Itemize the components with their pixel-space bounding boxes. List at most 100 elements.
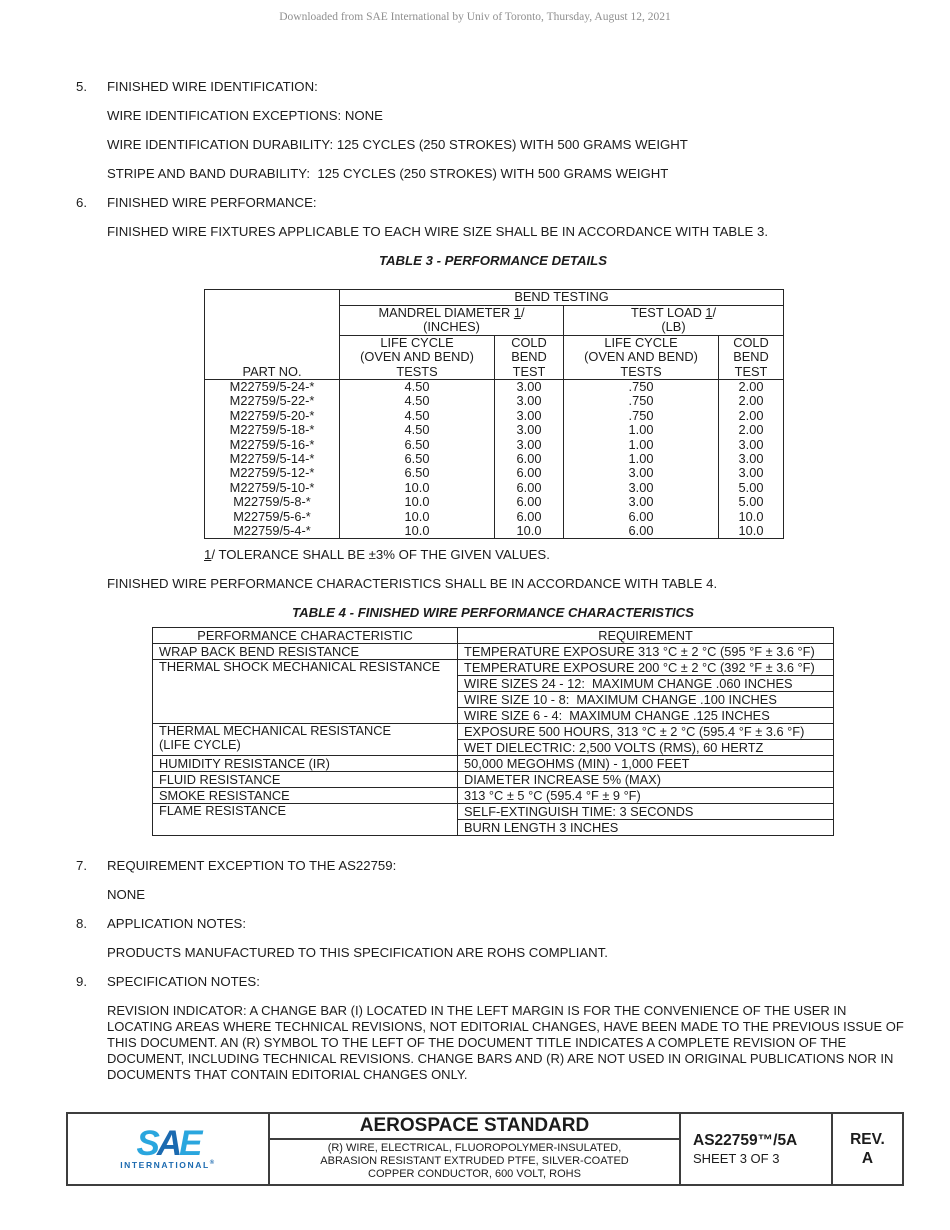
section-heading: FINISHED WIRE PERFORMANCE: — [107, 195, 317, 210]
cell: 2.00 — [718, 408, 784, 424]
table-row: LIFE CYCLE (OVEN AND BEND) TESTS COLD BE… — [205, 334, 784, 380]
cell: 3.00 — [494, 422, 564, 438]
paragraph: WIRE IDENTIFICATION EXCEPTIONS: NONE — [107, 108, 383, 123]
life-cycle-header-cell: LIFE CYCLE (OVEN AND BEND) TESTS — [563, 334, 719, 380]
revision-label: REV. — [850, 1131, 885, 1149]
cell: 3.00 — [494, 437, 564, 453]
table3-performance-details: PART NO. BEND TESTING MANDREL DIAMETER 1/… — [204, 289, 784, 540]
cell: WIRE SIZE 10 - 8: MAXIMUM CHANGE .100 IN… — [457, 691, 834, 709]
table-row: M22759/5-24-* 4.50 3.00.750 2.00 — [204, 379, 784, 395]
table-row: WRAP BACK BEND RESISTANCE TEMPERATURE EXP… — [152, 643, 834, 661]
table3-tolerance-note: 1/ TOLERANCE SHALL BE ±3% OF THE GIVEN V… — [204, 547, 550, 563]
table-row: M22759/5-20-* 4.50 3.00.750 2.00 — [204, 408, 784, 424]
cell: 10.0 — [339, 523, 495, 540]
cell: THERMAL SHOCK MECHANICAL RESISTANCE — [152, 659, 458, 725]
cell: 1.00 — [563, 451, 719, 467]
cell: WET DIELECTRIC: 2,500 VOLTS (RMS), 60 HE… — [457, 739, 834, 757]
cell: 6.00 — [494, 480, 564, 496]
cell: FLAME RESISTANCE — [152, 803, 458, 837]
section-9-heading-row: 9. SPECIFICATION NOTES: — [76, 974, 950, 1003]
table-row: FLUID RESISTANCE DIAMETER INCREASE 5% (MA… — [152, 771, 834, 789]
cell: 3.00 — [718, 451, 784, 467]
section-heading: REQUIREMENT EXCEPTION TO THE AS22759: — [107, 858, 397, 874]
download-watermark: Downloaded from SAE International by Uni… — [279, 11, 671, 23]
cell: WIRE SIZES 24 - 12: MAXIMUM CHANGE .060 … — [457, 675, 834, 693]
table4-performance-characteristics: PERFORMANCE CHARACTERISTIC REQUIREMENT WR… — [152, 627, 834, 837]
table-row: M22759/5-10-* 10.0 6.00 3.00 5.00 — [204, 480, 784, 496]
cell: 6.00 — [563, 509, 719, 525]
cell: TEMPERATURE EXPOSURE 313 °C ± 2 °C (595 … — [457, 643, 834, 661]
bend-testing-header-cell: BEND TESTING — [339, 289, 784, 306]
cell: M22759/5-14-* — [204, 451, 340, 467]
table-row: THERMAL MECHANICAL RESISTANCE (LIFE CYCL… — [152, 723, 834, 757]
section-8-heading-row: 8. APPLICATION NOTES: — [76, 916, 950, 945]
cell: M22759/5-24-* — [204, 379, 340, 395]
cell: .750 — [563, 408, 719, 424]
paragraph: PRODUCTS MANUFACTURED TO THIS SPECIFICAT… — [107, 945, 608, 961]
table-row: BURN LENGTH 3 INCHES — [153, 819, 834, 837]
cell: 4.50 — [339, 422, 495, 438]
cell: 5.00 — [718, 494, 784, 510]
cell: 10.0 — [718, 523, 784, 540]
cell: M22759/5-6-* — [204, 509, 340, 525]
cell: M22759/5-4-* — [204, 523, 340, 540]
document-number: AS22759™/5A — [693, 1132, 798, 1150]
cell: 6.00 — [563, 523, 719, 540]
revision-cell: REV. A — [833, 1114, 902, 1184]
table-row: PERFORMANCE CHARACTERISTIC REQUIREMENT — [152, 627, 834, 645]
cell: 4.50 — [339, 379, 495, 395]
cell: 6.50 — [339, 466, 495, 481]
cell: 4.50 — [339, 393, 495, 409]
standard-title-cell: AEROSPACE STANDARD (R) WIRE, ELECTRICAL,… — [270, 1114, 681, 1185]
aerospace-standard-title: AEROSPACE STANDARD — [270, 1114, 679, 1141]
cell: WRAP BACK BEND RESISTANCE — [152, 643, 458, 661]
cell: 50,000 MEGOHMS (MIN) - 1,000 FEET — [457, 755, 834, 773]
table-row: MANDREL DIAMETER 1/(INCHES) TEST LOAD 1/(… — [205, 304, 784, 336]
sae-logo: SAE INTERNATIONAL® — [68, 1114, 270, 1185]
sae-international-label: INTERNATIONAL® — [120, 1159, 216, 1170]
cell: 3.00 — [563, 480, 719, 496]
sheet-number: SHEET 3 OF 3 — [693, 1151, 780, 1167]
document-number-cell: AS22759™/5A SHEET 3 OF 3 — [681, 1114, 833, 1185]
table-row: THERMAL SHOCK MECHANICAL RESISTANCE TEMPE… — [152, 659, 834, 725]
cell: 10.0 — [339, 509, 495, 525]
standard-subtitle: (R) WIRE, ELECTRICAL, FLUOROPOLYMER-INSU… — [320, 1142, 629, 1181]
table4-body: PERFORMANCE CHARACTERISTIC REQUIREMENT WR… — [152, 627, 834, 837]
cell: 3.00 — [718, 437, 784, 453]
cell: M22759/5-8-* — [204, 494, 340, 510]
section-heading: APPLICATION NOTES: — [107, 916, 246, 932]
section-number: 6. — [76, 195, 87, 210]
table-row: FLAME RESISTANCE SELF-EXTINGUISH TIME: 3 … — [152, 803, 834, 837]
life-cycle-header-cell: LIFE CYCLE (OVEN AND BEND) TESTS — [339, 334, 495, 380]
title-block: SAE INTERNATIONAL® AEROSPACE STANDARD (R… — [66, 1112, 904, 1187]
table-row: WIRE SIZE 10 - 8: MAXIMUM CHANGE .100 IN… — [153, 691, 834, 709]
section-number: 8. — [76, 916, 87, 932]
cell: 6.00 — [494, 451, 564, 467]
requirement-header-cell: REQUIREMENT — [457, 627, 834, 645]
paragraph: FINISHED WIRE PERFORMANCE CHARACTERISTIC… — [107, 576, 718, 592]
cell: 3.00 — [563, 494, 719, 510]
cell: M22759/5-12-* — [204, 466, 340, 481]
cell: M22759/5-20-* — [204, 408, 340, 424]
table-row: HUMIDITY RESISTANCE (IR) 50,000 MEGOHMS (… — [152, 755, 834, 773]
cell: 4.50 — [339, 408, 495, 424]
cell: 2.00 — [718, 379, 784, 395]
cold-bend-header-cell: COLD BEND TEST — [718, 334, 784, 380]
test-load-header-cell: TEST LOAD 1/(LB) — [563, 304, 784, 336]
cell: SMOKE RESISTANCE — [152, 787, 458, 805]
cell: DIAMETER INCREASE 5% (MAX) — [457, 771, 834, 789]
cell: 3.00 — [494, 393, 564, 409]
table-row: M22759/5-12-* 6.50 6.00 3.00 3.00 — [204, 466, 784, 481]
paragraph: REVISION INDICATOR: A CHANGE BAR (I) LOC… — [107, 1003, 904, 1083]
section-number: 7. — [76, 858, 87, 874]
table-row: SMOKE RESISTANCE 313 °C ± 5 °C (595.4 °F … — [152, 787, 834, 805]
table-row: M22759/5-18-* 4.50 3.00 1.00 2.00 — [204, 422, 784, 438]
cell: 3.00 — [563, 466, 719, 481]
cell: 2.00 — [718, 393, 784, 409]
table3-body: M22759/5-24-* 4.50 3.00.750 2.00 M22759/5-2… — [204, 379, 784, 540]
mandrel-diameter-header-cell: MANDREL DIAMETER 1/(INCHES) — [339, 304, 564, 336]
table-row: M22759/5-8-* 10.0 6.00 3.00 5.00 — [204, 494, 784, 510]
table3-header: PART NO. BEND TESTING MANDREL DIAMETER 1/… — [204, 289, 784, 380]
table-row: M22759/5-6-* 10.0 6.00 6.00 10.0 — [204, 509, 784, 525]
